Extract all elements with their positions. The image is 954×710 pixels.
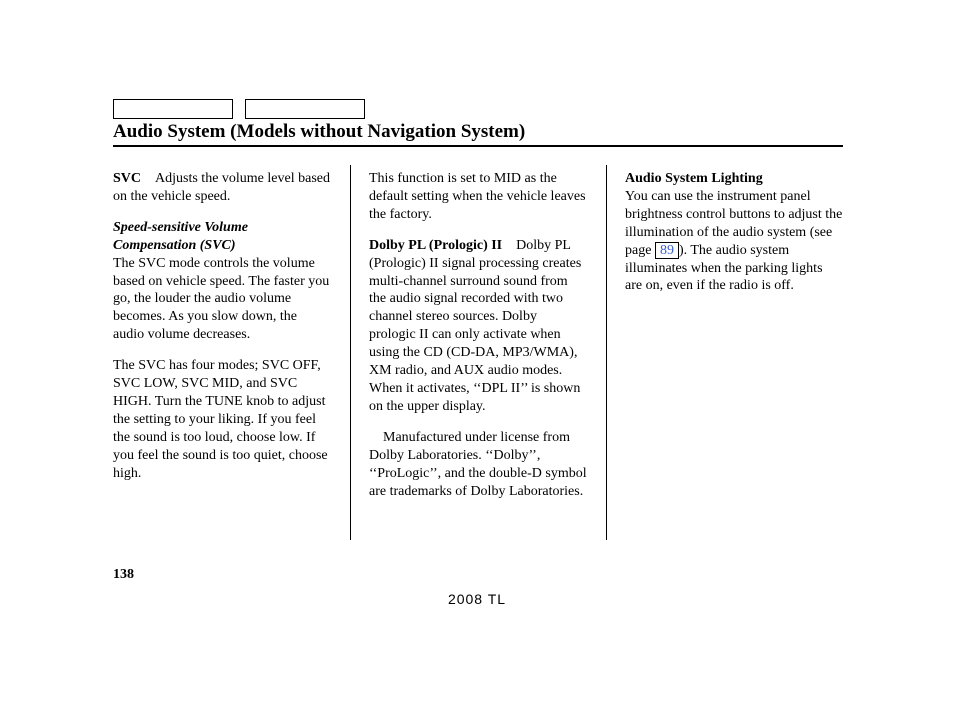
column-2: This function is set to MID as the defau…: [369, 170, 587, 540]
page-number: 138: [113, 567, 134, 583]
column-1: SVC Adjusts the volume level based on th…: [113, 170, 331, 540]
dolby-license: Manufactured under license from Dolby La…: [369, 429, 587, 501]
column-separator-1: [350, 165, 351, 540]
breadcrumb-box-1: [113, 99, 233, 119]
column-separator-2: [606, 165, 607, 540]
license-indent: [369, 430, 383, 445]
breadcrumb-box-2: [245, 99, 365, 119]
svc-gap: [141, 171, 155, 186]
license-text: Manufactured under license from Dolby La…: [369, 430, 587, 499]
column-3: Audio System Lighting You can use the in…: [625, 170, 843, 540]
svc-modes: The SVC has four modes; SVC OFF, SVC LOW…: [113, 357, 331, 482]
dpl-gap: [502, 238, 516, 253]
mid-default: This function is set to MID as the defau…: [369, 170, 587, 224]
dpl-paragraph: Dolby PL (Prologic) II Dolby PL (Prologi…: [369, 237, 587, 416]
svc-subhead-text: Speed-sensitive Volume Compensation (SVC…: [113, 220, 248, 253]
page-reference-box[interactable]: 89: [655, 242, 679, 259]
breadcrumb-placeholder: [113, 99, 365, 119]
svc-intro: SVC Adjusts the volume level based on th…: [113, 170, 331, 206]
dpl-text: Dolby PL (Prologic) II signal processing…: [369, 238, 581, 414]
footer-model-year: 2008 TL: [0, 591, 954, 607]
page-title: Audio System (Models without Navigation …: [113, 121, 525, 143]
title-divider: [113, 145, 843, 147]
lighting-head: Audio System Lighting: [625, 170, 843, 188]
page-reference-link[interactable]: 89: [660, 243, 674, 258]
lighting-label: Audio System Lighting: [625, 171, 763, 186]
lighting-body: You can use the instrument panel brightn…: [625, 188, 843, 295]
svc-label: SVC: [113, 171, 141, 186]
content-columns: SVC Adjusts the volume level based on th…: [113, 170, 843, 540]
svc-description: The SVC mode controls the volume based o…: [113, 255, 331, 345]
dpl-label: Dolby PL (Prologic) II: [369, 238, 502, 253]
svc-subhead: Speed-sensitive Volume Compensation (SVC…: [113, 219, 331, 255]
